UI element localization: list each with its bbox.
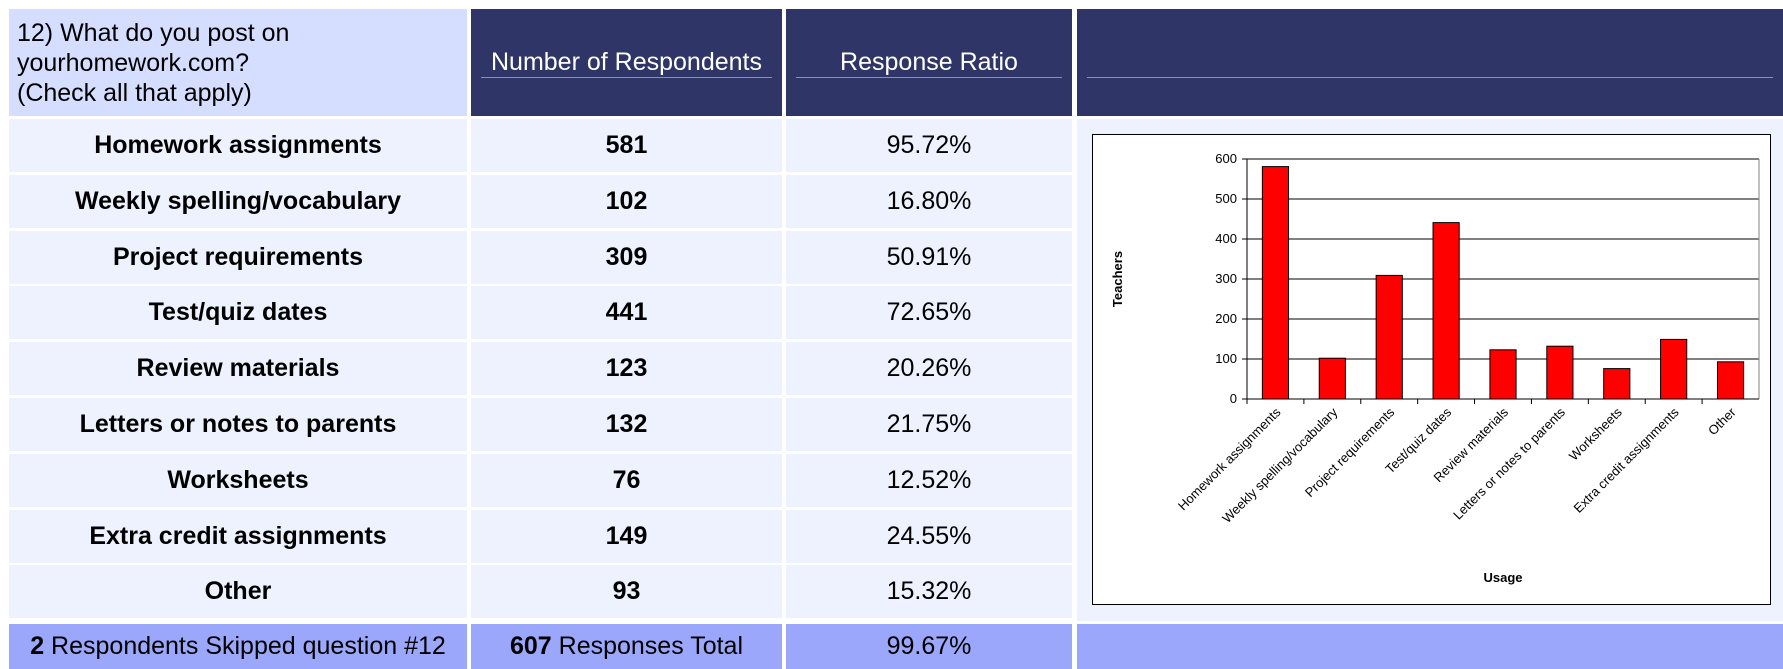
bar <box>1660 338 1688 400</box>
y-tick-label: 200 <box>1215 311 1237 326</box>
bar <box>1546 345 1574 400</box>
table-cell: 76 <box>471 453 782 507</box>
footer-cell: 607 Responses Total <box>471 624 782 669</box>
table-cell-text: 24.55% <box>886 521 972 550</box>
y-tick-label: 500 <box>1215 191 1237 206</box>
table-cell: Weekly spelling/vocabulary <box>9 174 467 228</box>
table-cell-text: Project requirements <box>112 242 364 271</box>
table-cell: 581 <box>471 119 782 172</box>
table-cell-text: Extra credit assignments <box>89 521 387 550</box>
table-cell-text: Weekly spelling/vocabulary <box>74 186 402 215</box>
table-cell-text: 15.32% <box>886 577 972 606</box>
y-tick-label: 600 <box>1215 151 1237 166</box>
y-tick-label: 300 <box>1215 271 1237 286</box>
table-cell: 20.26% <box>786 342 1072 396</box>
table-cell-text: 76 <box>612 465 641 494</box>
y-axis-label: Teachers <box>1110 251 1125 307</box>
table-cell-text: Homework assignments <box>94 131 382 159</box>
table-cell-text: 123 <box>605 354 648 383</box>
bar <box>1432 222 1460 400</box>
column-title: Number of Respondents <box>491 48 762 76</box>
table-cell: 102 <box>471 174 782 228</box>
question-line: 12) What do you post on <box>17 18 290 47</box>
bar <box>1603 368 1631 400</box>
bar <box>1489 349 1517 400</box>
table-cell: 24.55% <box>786 509 1072 563</box>
footer-cell: 2 Respondents Skipped question #12 <box>9 624 467 669</box>
bar <box>1375 274 1403 400</box>
skipped-text: Respondents Skipped question #12 <box>51 632 446 660</box>
bar <box>1318 357 1346 400</box>
total-text: Responses Total <box>558 632 744 660</box>
column-header: Number of Respondents <box>471 9 782 116</box>
table-cell: Extra credit assignments <box>9 509 467 563</box>
table-cell: Project requirements <box>9 230 467 284</box>
question-cell: 12) What do you post on yourhomework.com… <box>9 9 467 116</box>
table-cell: Other <box>9 565 467 619</box>
question: 12) What do you post on yourhomework.com… <box>17 18 289 108</box>
column-title: Response Ratio <box>840 48 1018 76</box>
table-cell-text: Other <box>204 577 272 606</box>
table-cell: 50.91% <box>786 230 1072 284</box>
table-cell: 15.32% <box>786 565 1072 619</box>
table-cell-text: 12.52% <box>886 465 972 494</box>
table-cell: 123 <box>471 342 782 396</box>
table-cell-text: Letters or notes to parents <box>79 410 397 438</box>
table-cell: 149 <box>471 509 782 563</box>
table-cell-text: 16.80% <box>886 186 972 215</box>
table-cell: Homework assignments <box>9 119 467 172</box>
table-cell-text: 441 <box>605 298 648 327</box>
skipped: 2 Respondents Skipped question #12 <box>30 632 446 661</box>
y-tick-label: 400 <box>1215 231 1237 246</box>
table-cell-text: 132 <box>605 410 648 438</box>
table-cell-text: Worksheets <box>167 465 309 494</box>
table-cell-text: 20.26% <box>886 354 972 383</box>
table-cell: Worksheets <box>9 453 467 507</box>
column-header: Response Ratio <box>786 9 1072 116</box>
x-axis-label: Usage <box>1483 570 1522 585</box>
table-cell-text: 95.72% <box>886 131 972 159</box>
table-cell: 21.75% <box>786 398 1072 451</box>
table-cell: 309 <box>471 230 782 284</box>
footer-cell <box>1077 624 1783 669</box>
bar <box>1716 361 1745 400</box>
table-cell: Letters or notes to parents <box>9 398 467 451</box>
table-cell-text: 102 <box>605 186 648 215</box>
table-cell: 72.65% <box>786 286 1072 340</box>
table-cell: 441 <box>471 286 782 340</box>
table-cell-text: 581 <box>605 131 648 159</box>
skipped-count: 2 <box>30 632 45 660</box>
table-cell: 132 <box>471 398 782 451</box>
rule <box>481 77 772 78</box>
table-cell: Test/quiz dates <box>9 286 467 340</box>
table-cell: 12.52% <box>786 453 1072 507</box>
table-cell: 93 <box>471 565 782 619</box>
rule <box>1087 77 1773 78</box>
column-header <box>1077 9 1783 116</box>
chart: Teachers Usage 0100200300400500600Homewo… <box>1092 134 1771 605</box>
y-tick-label: 100 <box>1215 351 1237 366</box>
question-line: yourhomework.com? <box>17 48 250 77</box>
table-cell-text: 21.75% <box>886 410 972 438</box>
table-cell: 16.80% <box>786 174 1072 228</box>
rule <box>796 77 1062 78</box>
table-cell-text: 50.91% <box>886 242 972 271</box>
bar <box>1261 166 1290 400</box>
total-count: 607 <box>509 632 552 660</box>
table-cell-text: 149 <box>605 521 648 550</box>
table-cell-text: 93 <box>612 577 641 606</box>
question-line: (Check all that apply) <box>17 78 252 107</box>
table-cell-text: 309 <box>605 242 648 271</box>
table-cell-text: 72.65% <box>886 298 972 327</box>
chart-frame <box>1092 134 1771 605</box>
table-cell-text: Test/quiz dates <box>148 298 328 327</box>
total: 607 Responses Total <box>510 632 743 661</box>
table-cell-text: Review materials <box>136 354 340 383</box>
footer-cell: 99.67% <box>786 624 1072 669</box>
table-cell: 95.72% <box>786 119 1072 172</box>
total-ratio: 99.67% <box>886 632 972 660</box>
y-tick-label: 0 <box>1230 391 1237 406</box>
table-cell: Review materials <box>9 342 467 396</box>
